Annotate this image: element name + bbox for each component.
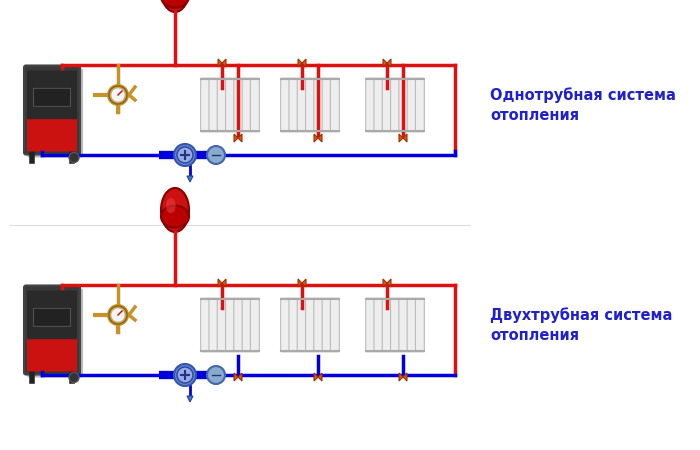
FancyBboxPatch shape xyxy=(24,66,80,154)
Polygon shape xyxy=(238,373,242,381)
FancyBboxPatch shape xyxy=(415,78,424,132)
FancyBboxPatch shape xyxy=(374,298,383,352)
Polygon shape xyxy=(318,373,322,381)
FancyBboxPatch shape xyxy=(27,290,77,339)
Polygon shape xyxy=(302,59,306,67)
FancyBboxPatch shape xyxy=(209,298,218,352)
Text: Двухтрубная система
отопления: Двухтрубная система отопления xyxy=(490,307,673,343)
Ellipse shape xyxy=(161,0,189,8)
Polygon shape xyxy=(387,59,391,67)
Ellipse shape xyxy=(161,0,189,12)
Circle shape xyxy=(174,364,196,386)
FancyBboxPatch shape xyxy=(217,298,226,352)
Polygon shape xyxy=(314,134,318,142)
FancyBboxPatch shape xyxy=(201,298,209,352)
FancyBboxPatch shape xyxy=(242,78,251,132)
FancyBboxPatch shape xyxy=(298,78,306,132)
FancyBboxPatch shape xyxy=(27,288,83,378)
Text: Однотрубная система
отопления: Однотрубная система отопления xyxy=(490,87,676,123)
Polygon shape xyxy=(187,396,193,402)
FancyBboxPatch shape xyxy=(374,78,383,132)
FancyBboxPatch shape xyxy=(365,78,375,132)
Polygon shape xyxy=(298,59,302,67)
FancyBboxPatch shape xyxy=(34,88,71,106)
FancyBboxPatch shape xyxy=(330,298,340,352)
FancyBboxPatch shape xyxy=(391,298,400,352)
Circle shape xyxy=(111,308,125,322)
FancyBboxPatch shape xyxy=(322,78,331,132)
FancyBboxPatch shape xyxy=(281,298,290,352)
FancyBboxPatch shape xyxy=(399,298,407,352)
Circle shape xyxy=(109,306,127,324)
FancyBboxPatch shape xyxy=(209,78,218,132)
Polygon shape xyxy=(383,279,387,287)
Polygon shape xyxy=(238,134,242,142)
Circle shape xyxy=(177,367,193,383)
Polygon shape xyxy=(187,176,193,182)
Polygon shape xyxy=(399,373,403,381)
Circle shape xyxy=(111,88,125,102)
Circle shape xyxy=(207,146,225,164)
Polygon shape xyxy=(302,279,306,287)
FancyBboxPatch shape xyxy=(314,298,323,352)
FancyBboxPatch shape xyxy=(330,78,340,132)
FancyBboxPatch shape xyxy=(289,78,298,132)
FancyBboxPatch shape xyxy=(382,298,391,352)
FancyBboxPatch shape xyxy=(242,298,251,352)
FancyBboxPatch shape xyxy=(251,78,259,132)
FancyBboxPatch shape xyxy=(251,298,259,352)
Polygon shape xyxy=(222,279,226,287)
FancyBboxPatch shape xyxy=(314,78,323,132)
Ellipse shape xyxy=(161,188,189,232)
Polygon shape xyxy=(403,134,407,142)
Polygon shape xyxy=(222,59,226,67)
FancyBboxPatch shape xyxy=(225,78,234,132)
FancyBboxPatch shape xyxy=(27,68,83,158)
FancyBboxPatch shape xyxy=(415,298,424,352)
FancyBboxPatch shape xyxy=(407,78,416,132)
FancyBboxPatch shape xyxy=(289,298,298,352)
FancyBboxPatch shape xyxy=(27,71,77,119)
FancyBboxPatch shape xyxy=(407,298,416,352)
FancyBboxPatch shape xyxy=(391,78,400,132)
FancyBboxPatch shape xyxy=(34,308,71,326)
FancyBboxPatch shape xyxy=(281,78,290,132)
FancyBboxPatch shape xyxy=(27,117,77,152)
Polygon shape xyxy=(387,279,391,287)
Polygon shape xyxy=(234,373,238,381)
Polygon shape xyxy=(383,59,387,67)
Circle shape xyxy=(69,153,79,162)
FancyBboxPatch shape xyxy=(24,285,80,374)
Polygon shape xyxy=(298,279,302,287)
FancyBboxPatch shape xyxy=(234,78,243,132)
FancyBboxPatch shape xyxy=(298,298,306,352)
Polygon shape xyxy=(218,59,222,67)
Ellipse shape xyxy=(166,198,176,213)
Circle shape xyxy=(69,373,79,382)
Polygon shape xyxy=(234,134,238,142)
FancyBboxPatch shape xyxy=(306,298,314,352)
FancyBboxPatch shape xyxy=(201,78,209,132)
Circle shape xyxy=(109,86,127,104)
FancyBboxPatch shape xyxy=(306,78,314,132)
FancyBboxPatch shape xyxy=(27,337,77,372)
Polygon shape xyxy=(314,373,318,381)
Circle shape xyxy=(174,144,196,166)
Circle shape xyxy=(177,147,193,163)
Circle shape xyxy=(107,304,129,326)
FancyBboxPatch shape xyxy=(234,298,243,352)
FancyBboxPatch shape xyxy=(225,298,234,352)
Ellipse shape xyxy=(161,206,189,228)
FancyBboxPatch shape xyxy=(382,78,391,132)
FancyBboxPatch shape xyxy=(365,298,375,352)
Polygon shape xyxy=(318,134,322,142)
FancyBboxPatch shape xyxy=(217,78,226,132)
Circle shape xyxy=(107,84,129,106)
Polygon shape xyxy=(218,279,222,287)
Polygon shape xyxy=(403,373,407,381)
Polygon shape xyxy=(399,134,403,142)
FancyBboxPatch shape xyxy=(399,78,407,132)
FancyBboxPatch shape xyxy=(322,298,331,352)
Circle shape xyxy=(207,366,225,384)
